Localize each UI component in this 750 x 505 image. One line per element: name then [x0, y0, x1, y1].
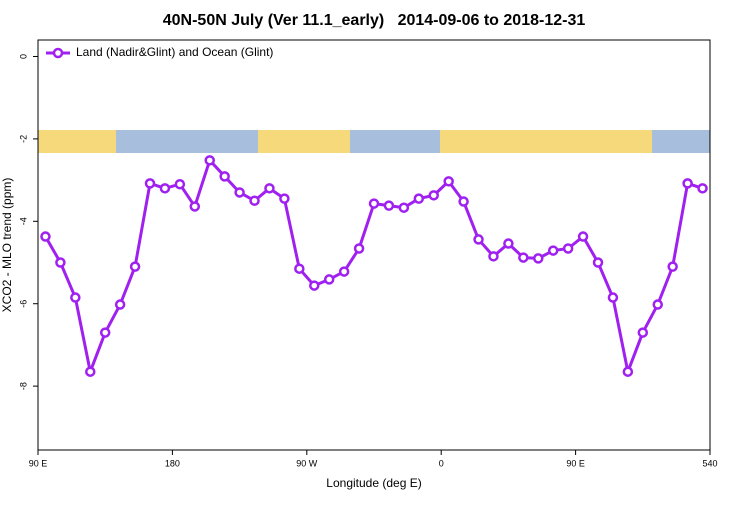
data-point — [55, 257, 66, 268]
x-tick-label: 90 W — [296, 458, 318, 468]
data-point — [338, 266, 350, 277]
data-point — [428, 190, 439, 201]
x-tick-label: 540 — [702, 458, 717, 468]
data-point — [473, 234, 484, 245]
data-point — [219, 171, 230, 182]
x-axis-label: Longitude (deg E) — [326, 476, 421, 490]
y-tick-label: 0 — [18, 54, 28, 59]
y-tick-label: -8 — [18, 382, 28, 390]
data-point — [323, 274, 335, 285]
map-band — [38, 130, 710, 153]
land — [38, 130, 116, 153]
data-point — [368, 198, 380, 209]
data-point — [637, 327, 649, 338]
x-tick-label: 0 — [439, 458, 444, 468]
data-point — [667, 261, 678, 272]
data-point — [697, 183, 708, 194]
data-point — [70, 292, 81, 303]
data-point — [592, 257, 604, 268]
data-point — [99, 327, 111, 338]
data-point — [159, 183, 171, 194]
x-tick-label: 180 — [165, 458, 180, 468]
y-tick-label: -2 — [18, 135, 28, 143]
land — [440, 130, 652, 153]
x-tick-label: 90 E — [29, 458, 48, 468]
data-point — [40, 231, 51, 242]
data-point — [443, 176, 454, 187]
data-point — [309, 280, 320, 291]
data-point — [129, 261, 141, 272]
data-point — [533, 253, 544, 264]
data-point — [144, 178, 156, 189]
plot-frame — [37, 39, 711, 451]
data-point — [562, 243, 574, 254]
data-point — [458, 196, 469, 207]
legend-label: Land (Nadir&Glint) and Ocean (Glint) — [76, 45, 273, 59]
data-point — [189, 201, 201, 212]
data-point — [85, 366, 96, 377]
data-point — [264, 183, 275, 194]
data-point — [682, 178, 693, 189]
data-point — [607, 292, 619, 303]
legend-marker — [52, 47, 64, 59]
data-point — [503, 238, 514, 249]
data-point — [398, 202, 410, 213]
y-tick-label: -4 — [18, 217, 28, 225]
data-point — [652, 299, 663, 310]
y-axis-label: XCO2 - MLO trend (ppm) — [0, 178, 14, 313]
data-point — [383, 200, 395, 211]
data-point — [249, 195, 260, 206]
data-point — [174, 178, 186, 190]
x-tick-label: 90 E — [566, 458, 585, 468]
data-point — [294, 263, 305, 274]
data-point — [234, 187, 245, 198]
data-point — [518, 252, 529, 263]
data-point — [204, 155, 215, 166]
y-tick-label: -6 — [18, 300, 28, 308]
data-point — [114, 299, 126, 310]
data-point — [547, 245, 559, 256]
data-point — [353, 243, 365, 254]
data-point — [622, 366, 634, 377]
chart-title: 40N-50N July (Ver 11.1_early) 2014-09-06… — [163, 12, 586, 29]
land — [258, 130, 350, 153]
data-point — [577, 231, 589, 242]
data-point — [279, 193, 290, 204]
data-point — [413, 193, 425, 204]
series-line — [44, 158, 704, 374]
data-point — [488, 251, 499, 262]
